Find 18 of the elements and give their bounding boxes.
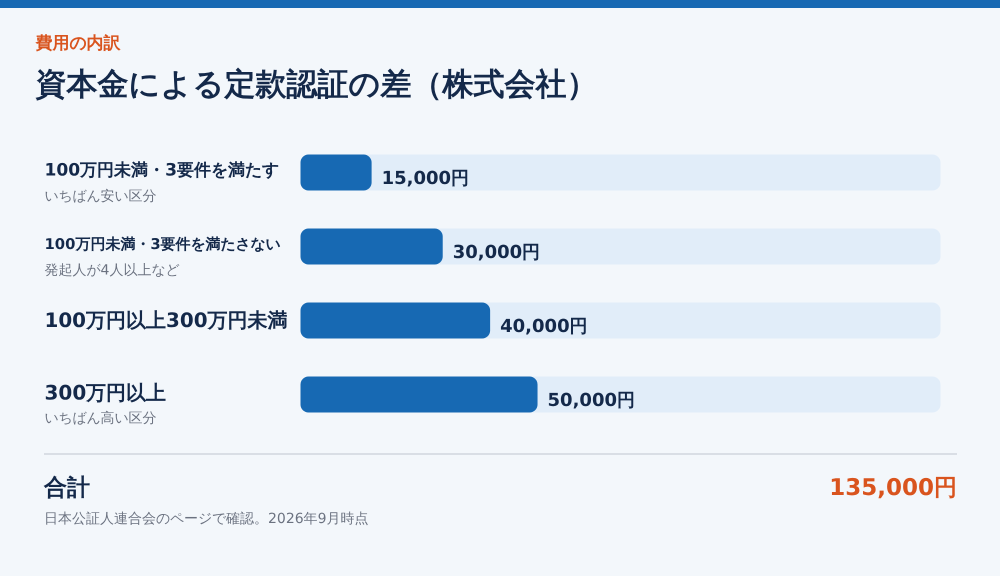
text: 合計 [44, 474, 90, 503]
data-label: 40,000円 [500, 316, 588, 337]
y-tick-label: 100万円以上300万円未満 [44, 309, 288, 332]
text: 発起人が4人以上など [44, 262, 180, 278]
bar [300, 154, 372, 190]
data-label: 50,000円 [548, 390, 636, 411]
text: 日本公証人連合会のページで確認。2026年9月時点 [44, 511, 369, 527]
y-tick-label: 100万円未満・3要件を満たさない [44, 236, 281, 253]
text: 135,000円 [829, 474, 957, 503]
text: いちばん高い区分 [44, 410, 156, 426]
text: 費用の内訳 [34, 34, 122, 54]
text: いちばん安い区分 [44, 188, 156, 204]
data-label: 30,000円 [452, 242, 540, 263]
data-label: 15,000円 [382, 168, 470, 189]
y-tick-label: 100万円未満・3要件を満たす [44, 160, 280, 180]
bar [300, 228, 443, 264]
chart-title: 資本金による定款認証の差（株式会社） [34, 66, 598, 102]
y-tick-label: 300万円以上 [44, 380, 166, 404]
